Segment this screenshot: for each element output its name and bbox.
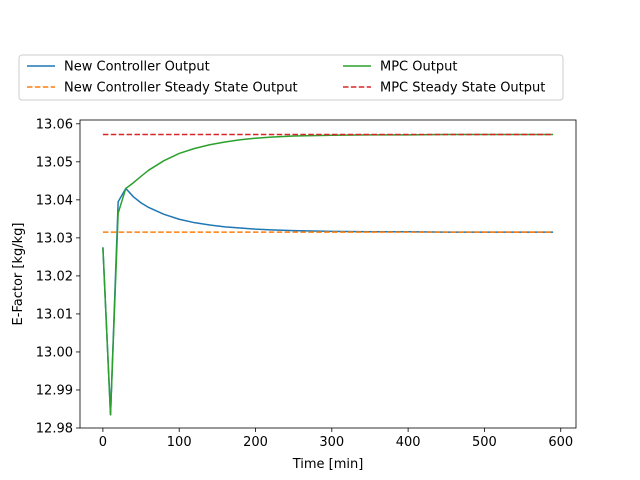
legend-box [18, 54, 564, 101]
y-tick-label: 13.03 [36, 231, 73, 246]
x-tick-label: 0 [99, 435, 107, 450]
y-tick-label: 13.06 [36, 117, 73, 132]
y-tick-label: 13.05 [36, 155, 73, 170]
legend-label-2: MPC Output [380, 60, 457, 75]
legend-label-1: New Controller Steady State Output [64, 81, 298, 96]
x-tick-label: 200 [243, 435, 268, 450]
x-tick-label: 400 [396, 435, 421, 450]
x-axis-ticks: 0 100 200 300 400 500 600 [99, 428, 573, 450]
x-tick-label: 500 [472, 435, 497, 450]
plot-lines [102, 133, 554, 416]
y-tick-label: 13.04 [36, 193, 73, 208]
y-axis-ticks: 12.98 12.99 13.00 13.01 13.02 13.03 13.04 13.05… [36, 117, 80, 437]
y-tick-label: 12.99 [36, 383, 73, 398]
legend-label-3: MPC Steady State Output [380, 81, 545, 96]
y-tick-label: 13.01 [36, 307, 73, 322]
plot-frame [79, 119, 577, 429]
x-tick-label: 100 [167, 435, 192, 450]
x-axis-label: Time [min] [292, 457, 364, 472]
legend-label-0: New Controller Output [64, 60, 210, 75]
x-tick-label: 600 [548, 435, 573, 450]
x-tick-label: 300 [319, 435, 344, 450]
y-tick-label: 13.00 [36, 345, 73, 360]
legend: New Controller Output New Controller Stea… [18, 54, 564, 101]
y-tick-label: 12.98 [36, 422, 73, 437]
y-tick-label: 13.02 [36, 269, 73, 284]
y-axis-label: E-Factor [kg/kg] [11, 223, 26, 326]
